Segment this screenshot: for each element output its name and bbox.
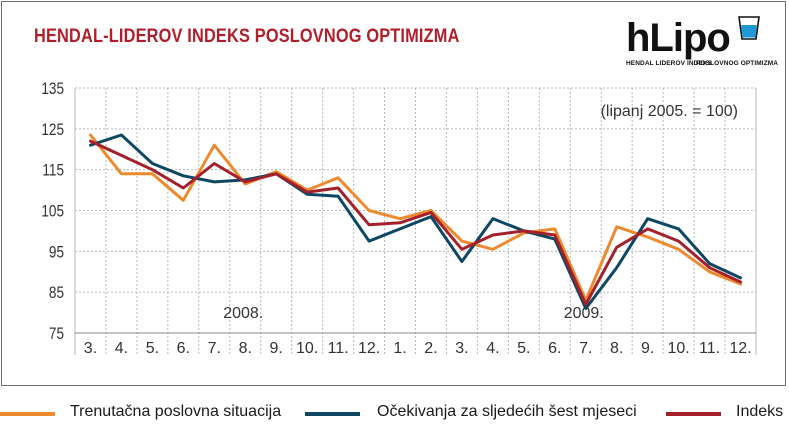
x-tick-label: 11.	[699, 340, 720, 357]
x-tick-label: 7.	[208, 340, 221, 357]
x-tick-label: 10.	[296, 340, 318, 357]
series-line	[89, 139, 742, 306]
logo-sub-right: POSLOVNOG OPTIMIZMA	[696, 60, 779, 67]
x-tick-label: 5.	[146, 340, 159, 357]
legend-label: Trenutačna poslovna situacija	[70, 403, 282, 420]
x-tick-label: 3.	[455, 340, 468, 357]
glass-icon	[738, 16, 760, 40]
legend-swatch	[305, 412, 360, 416]
hlipo-logo: hLipo HENDAL LIDEROV INDEKS POSLOVNOG OP…	[626, 14, 778, 74]
chart-frame	[1, 1, 786, 386]
y-tick-label: 75	[49, 325, 64, 344]
x-tick-label: 1.	[393, 340, 406, 357]
y-tick-label: 105	[41, 202, 64, 221]
x-tick-label: 7.	[579, 340, 592, 357]
legend-label: Očekivanja za sljedećih šest mjeseci	[377, 403, 637, 420]
year-label: 2009.	[564, 305, 604, 322]
x-tick-label: 12.	[729, 340, 751, 357]
x-tick-label: 4.	[486, 340, 499, 357]
y-tick-label: 115	[42, 161, 64, 180]
chart-title: HENDAL-LIDEROV INDEKS POSLOVNOG OPTIMIZM…	[34, 26, 460, 47]
x-tick-label: 10.	[667, 340, 689, 357]
x-tick-label: 11.	[328, 340, 349, 357]
legend-swatch	[666, 412, 721, 416]
x-tick-label: 6.	[548, 340, 561, 357]
annotation-base-period: (lipanj 2005. = 100)	[601, 103, 738, 120]
series-line	[89, 133, 742, 302]
x-tick-label: 5.	[517, 340, 530, 357]
year-label: 2008.	[223, 305, 263, 322]
x-tick-label: 9.	[641, 340, 654, 357]
legend-swatch	[0, 412, 55, 416]
x-tick-label: 4.	[115, 340, 128, 357]
y-tick-label: 125	[41, 120, 64, 139]
y-tick-label: 135	[41, 80, 64, 99]
series-line	[89, 133, 742, 310]
x-tick-label: 8.	[239, 340, 252, 357]
logo-wordmark: hLipo	[626, 16, 731, 60]
x-tick-label: 9.	[270, 340, 283, 357]
x-tick-label: 3.	[84, 340, 97, 357]
line-chart: 75 85 95 105 115 125 135 3. 4. 5. 6. 7. 8. 9. 10. 11. 12…	[41, 80, 757, 357]
x-tick-label: 8.	[610, 340, 623, 357]
x-tick-label: 6.	[177, 340, 190, 357]
y-tick-label: 95	[49, 243, 64, 262]
logo-sub-left: HENDAL LIDEROV INDEKS	[626, 60, 713, 67]
x-tick-label: 12.	[358, 340, 380, 357]
y-tick-label: 85	[49, 284, 64, 303]
chart-legend: Trenutačna poslovna situacija Očekivanja …	[0, 401, 789, 427]
legend-label: Indeks	[736, 403, 784, 420]
x-tick-label: 2.	[424, 340, 437, 357]
